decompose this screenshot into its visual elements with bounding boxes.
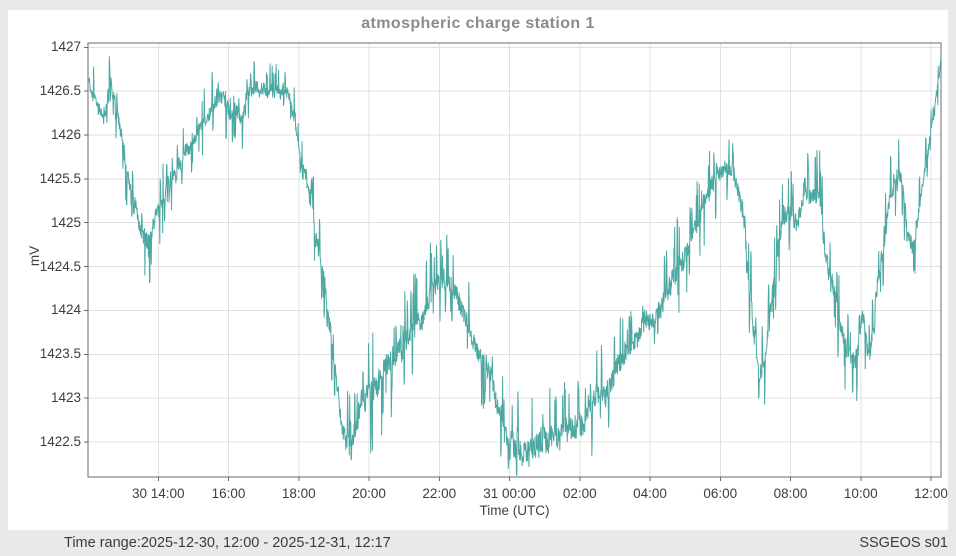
- y-tick-label: 1424: [50, 302, 81, 318]
- x-tick-label: 04:00: [633, 486, 667, 501]
- y-tick-label: 1425.5: [39, 170, 81, 186]
- y-tick-label: 1423: [50, 390, 81, 406]
- x-tick-label: 30 14:00: [131, 486, 185, 501]
- time-range-label: Time range:2025-12-30, 12:00 - 2025-12-3…: [64, 535, 391, 551]
- x-tick-label: 31 00:00: [483, 486, 536, 501]
- x-tick-label: 20:00: [352, 486, 386, 501]
- status-bar: Time range:2025-12-30, 12:00 - 2025-12-3…: [0, 530, 956, 556]
- x-axis-title: Time (UTC): [479, 503, 550, 518]
- x-tick-label: 18:00: [281, 486, 316, 501]
- x-tick-label: 06:00: [703, 486, 738, 501]
- x-tick-label: 08:00: [773, 486, 808, 501]
- source-label: SSGEOS s01: [859, 535, 948, 551]
- x-tick-label: 02:00: [562, 486, 597, 501]
- x-tick-label: 10:00: [843, 486, 878, 501]
- y-tick-label: 1425: [50, 214, 81, 230]
- x-tick-label: 16:00: [211, 486, 246, 501]
- y-tick-label: 1426.5: [39, 83, 81, 99]
- chart-title: atmospheric charge station 1: [361, 15, 595, 32]
- y-tick-label: 1427: [50, 39, 81, 55]
- chart-panel: [8, 10, 948, 530]
- y-tick-label: 1423.5: [39, 346, 81, 362]
- x-tick-label: 12:00: [914, 486, 948, 501]
- y-tick-label: 1426: [50, 127, 81, 143]
- x-tick-label: 22:00: [422, 486, 457, 501]
- y-tick-label: 1422.5: [39, 433, 81, 449]
- y-tick-label: 1424.5: [39, 258, 81, 274]
